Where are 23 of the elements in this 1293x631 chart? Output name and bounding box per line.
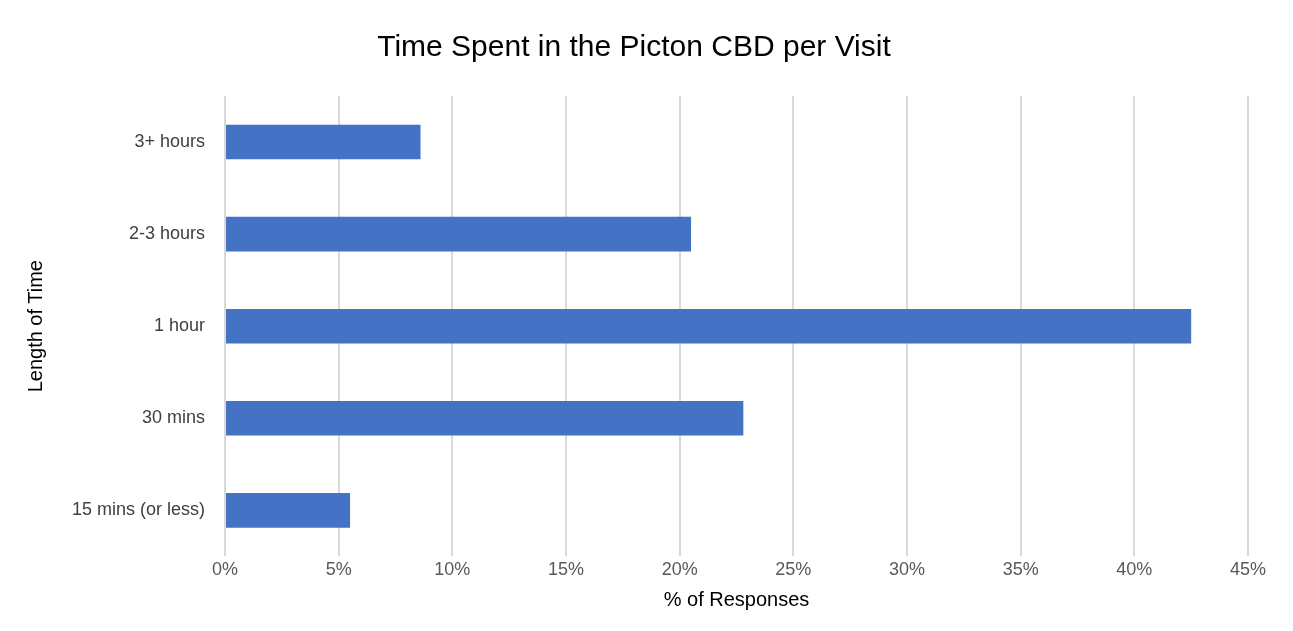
bar	[226, 308, 1192, 344]
x-tick-label: 15%	[548, 559, 585, 580]
x-tick-label: 25%	[775, 559, 812, 580]
x-tick-label: 35%	[1002, 559, 1039, 580]
y-tick-label: 3+ hours	[134, 131, 206, 152]
y-axis-title: Length of Time	[23, 260, 46, 393]
x-tick-label: 20%	[661, 559, 698, 580]
bar	[226, 493, 351, 528]
bar	[226, 216, 692, 252]
x-tick-label: 40%	[1116, 559, 1153, 580]
x-tick-label: 5%	[325, 559, 352, 580]
x-tick-label: 30%	[888, 559, 926, 580]
x-tick-label: 10%	[434, 559, 471, 580]
x-tick-label: 0%	[212, 559, 239, 580]
bar	[226, 400, 744, 436]
y-tick-label: 15 mins (or less)	[72, 499, 206, 520]
x-axis-title: % of Responses	[663, 587, 810, 610]
x-tick-label: 45%	[1229, 559, 1267, 580]
y-tick-label: 1 hour	[153, 315, 206, 336]
bar	[226, 124, 421, 160]
chart-title: Time Spent in the Picton CBD per Visit	[377, 29, 892, 63]
y-tick-label: 2-3 hours	[128, 223, 206, 244]
y-tick-label: 30 mins	[142, 407, 206, 428]
